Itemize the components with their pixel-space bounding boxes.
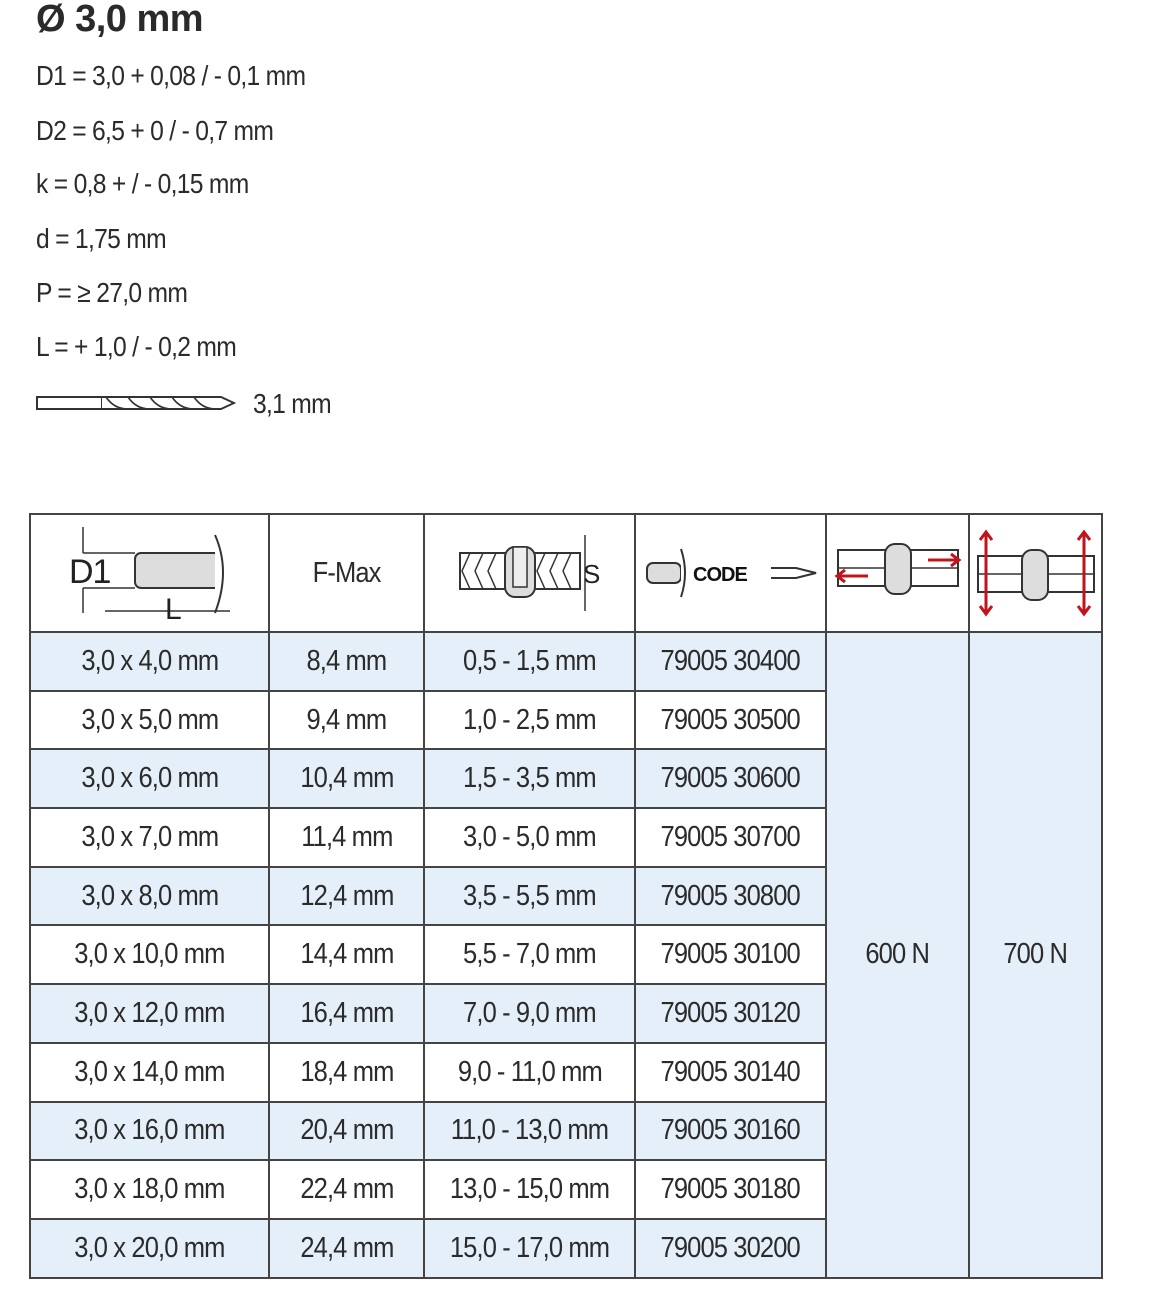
cell-size: 3,0 x 14,0 mm <box>29 1041 270 1103</box>
table-row: 3,0 x 6,0 mm 10,4 mm 1,5 - 3,5 mm 79005 306… <box>29 748 1102 810</box>
spec-d: d = 1,75 mm <box>36 223 167 254</box>
page-title: Ø 3,0 mm <box>36 0 204 40</box>
cell-grip-range: 1,0 - 2,5 mm <box>423 689 636 751</box>
cell-article-code: 79005 30800 <box>634 865 827 927</box>
cell-fmax: 18,4 mm <box>268 1041 425 1103</box>
cell-grip-range: 7,0 - 9,0 mm <box>423 983 636 1044</box>
cell-grip-range: 3,5 - 5,5 mm <box>423 865 636 927</box>
header-row: D1 L F-Max S CODE <box>29 513 1103 633</box>
cell-size: 3,0 x 12,0 mm <box>29 983 270 1044</box>
header-shear <box>825 513 970 633</box>
spec-k: k = 0,8 + / - 0,15 mm <box>36 168 249 199</box>
cell-grip-range: 5,5 - 7,0 mm <box>423 924 636 986</box>
code-label: CODE <box>693 564 747 586</box>
cell-size: 3,0 x 8,0 mm <box>29 865 270 927</box>
cell-article-code: 79005 30200 <box>634 1217 827 1279</box>
drill-bit-icon <box>36 396 236 410</box>
cell-fmax: 14,4 mm <box>268 924 425 986</box>
cell-article-code: 79005 30140 <box>634 1041 827 1103</box>
cell-grip-range: 1,5 - 3,5 mm <box>423 748 636 810</box>
spec-d1: D1 = 3,0 + 0,08 / - 0,1 mm <box>36 60 306 91</box>
cell-shear-value: 600 N <box>825 631 970 1279</box>
table-row: 3,0 x 10,0 mm 14,4 mm 5,5 - 7,0 mm 79005 30… <box>29 924 1102 986</box>
rivet-table: D1 L F-Max S CODE <box>29 513 1103 1279</box>
cell-article-code: 79005 30160 <box>634 1100 827 1162</box>
cell-fmax: 9,4 mm <box>268 689 425 751</box>
cell-article-code: 79005 30100 <box>634 924 827 986</box>
table-row: 3,0 x 14,0 mm 18,4 mm 9,0 - 11,0 mm 79005 3… <box>29 1041 1102 1103</box>
code-icon: CODE <box>645 548 816 598</box>
cell-article-code: 79005 30600 <box>634 748 827 810</box>
cell-size: 3,0 x 6,0 mm <box>29 748 270 810</box>
rivet-dimensions-icon: D1 L <box>69 527 230 623</box>
header-tensile <box>968 513 1103 633</box>
tensile-strength-icon <box>976 529 1095 617</box>
header-fmax: F-Max <box>268 513 425 633</box>
cell-article-code: 79005 30120 <box>634 983 827 1044</box>
cell-article-code: 79005 30700 <box>634 807 827 868</box>
table-row: 3,0 x 20,0 mm 24,4 mm 15,0 - 17,0 mm 79005 … <box>29 1217 1102 1279</box>
header-code: CODE <box>634 513 827 633</box>
cell-grip-range: 13,0 - 15,0 mm <box>423 1159 636 1220</box>
cell-size: 3,0 x 10,0 mm <box>29 924 270 986</box>
cell-grip-range: 3,0 - 5,0 mm <box>423 807 636 868</box>
table-row: 3,0 x 7,0 mm 11,4 mm 3,0 - 5,0 mm 79005 307… <box>29 807 1102 868</box>
cell-size: 3,0 x 4,0 mm <box>29 631 270 692</box>
cell-grip-range: 0,5 - 1,5 mm <box>423 631 636 692</box>
cell-article-code: 79005 30400 <box>634 631 827 692</box>
cell-size: 3,0 x 16,0 mm <box>29 1100 270 1162</box>
cell-size: 3,0 x 18,0 mm <box>29 1159 270 1220</box>
spec-p: P = ≥ 27,0 mm <box>36 277 188 308</box>
cell-size: 3,0 x 5,0 mm <box>29 689 270 751</box>
cell-grip-range: 9,0 - 11,0 mm <box>423 1041 636 1103</box>
cell-article-code: 79005 30180 <box>634 1159 827 1220</box>
cell-grip-range: 11,0 - 13,0 mm <box>423 1100 636 1162</box>
spec-l: L = + 1,0 / - 0,2 mm <box>36 331 237 362</box>
cell-fmax: 24,4 mm <box>268 1217 425 1279</box>
cell-fmax: 10,4 mm <box>268 748 425 810</box>
table-row: 3,0 x 8,0 mm 12,4 mm 3,5 - 5,5 mm 79005 308… <box>29 865 1102 927</box>
header-grip: S <box>423 513 636 633</box>
cell-fmax: 16,4 mm <box>268 983 425 1044</box>
table-row: 3,0 x 16,0 mm 20,4 mm 11,0 - 13,0 mm 79005 … <box>29 1100 1102 1162</box>
cell-fmax: 11,4 mm <box>268 807 425 868</box>
grip-range-icon: S <box>458 535 601 611</box>
l-label: L <box>165 593 181 623</box>
cell-size: 3,0 x 20,0 mm <box>29 1217 270 1279</box>
table-row: 3,0 x 18,0 mm 22,4 mm 13,0 - 15,0 mm 79005 … <box>29 1159 1102 1220</box>
drill-diameter: 3,1 mm <box>253 388 332 419</box>
cell-fmax: 22,4 mm <box>268 1159 425 1220</box>
header-size: D1 L <box>29 513 270 633</box>
cell-tensile-value: 700 N <box>968 631 1103 1279</box>
cell-fmax: 20,4 mm <box>268 1100 425 1162</box>
cell-fmax: 8,4 mm <box>268 631 425 692</box>
cell-fmax: 12,4 mm <box>268 865 425 927</box>
cell-size: 3,0 x 7,0 mm <box>29 807 270 868</box>
shear-strength-icon <box>834 543 961 595</box>
cell-grip-range: 15,0 - 17,0 mm <box>423 1217 636 1279</box>
table-row: 3,0 x 12,0 mm 16,4 mm 7,0 - 9,0 mm 79005 30… <box>29 983 1102 1044</box>
table-row: 3,0 x 4,0 mm 8,4 mm 0,5 - 1,5 mm 79005 3040… <box>29 631 1103 1279</box>
table-row: 3,0 x 5,0 mm 9,4 mm 1,0 - 2,5 mm 79005 3050… <box>29 689 1102 751</box>
d1-label: D1 <box>69 553 111 591</box>
spec-d2: D2 = 6,5 + 0 / - 0,7 mm <box>36 115 274 146</box>
cell-article-code: 79005 30500 <box>634 689 827 751</box>
s-label: S <box>583 559 600 589</box>
